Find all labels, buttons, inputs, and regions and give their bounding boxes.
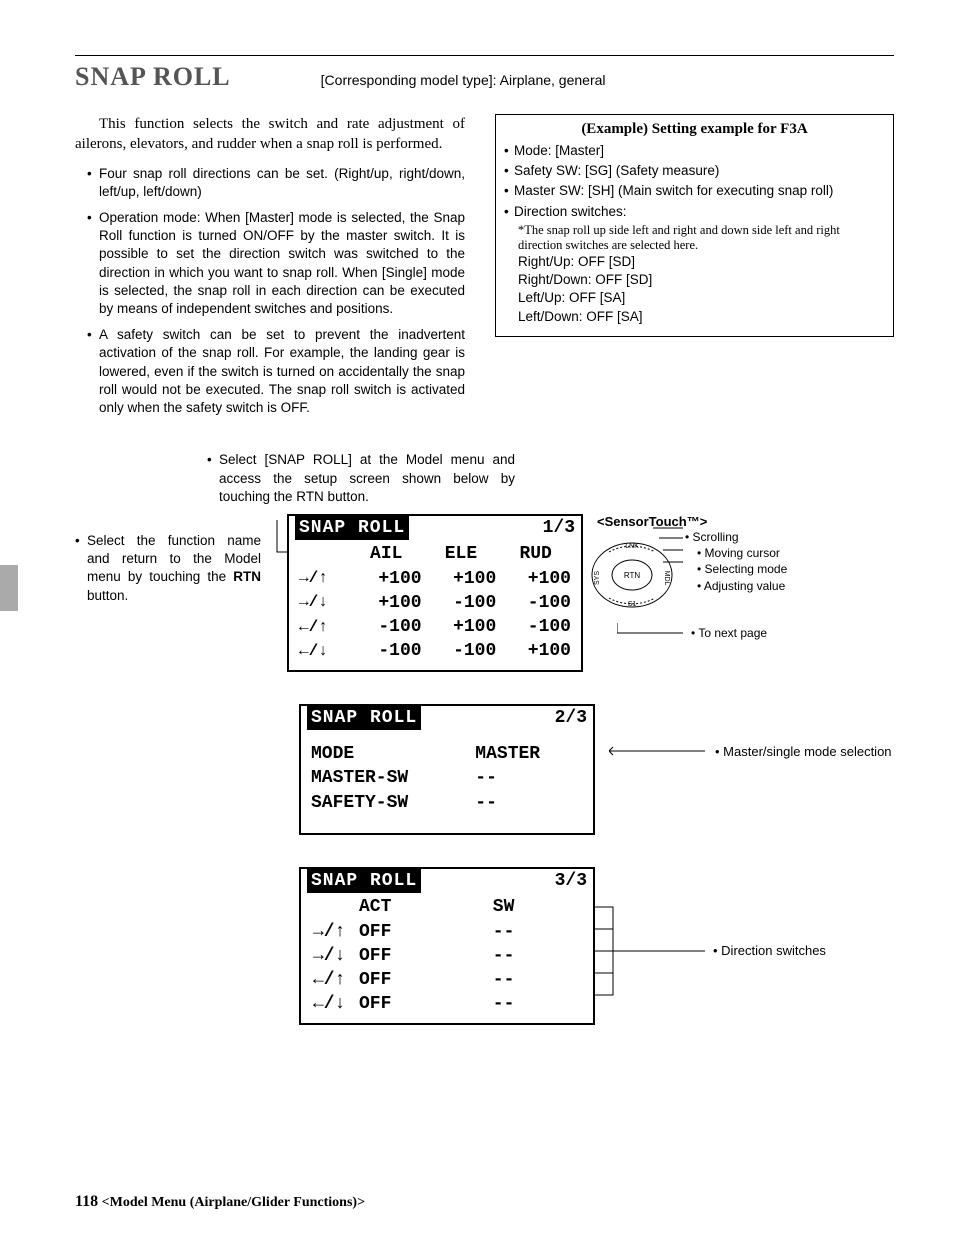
bracket-connector [595, 899, 715, 1019]
example-sub: Left/Down: OFF [SA] [504, 308, 885, 326]
svg-text:RTN: RTN [624, 571, 641, 580]
footer-section: <Model Menu (Airplane/Glider Functions)> [102, 1195, 365, 1210]
lcd3-table: ACTSW →/↑OFF-- →/↓OFF-- ←/↑OFF-- ←/↓OFF-… [309, 895, 585, 1016]
screen3-annot: • Direction switches [713, 943, 826, 958]
example-sub: Right/Down: OFF [SD] [504, 271, 885, 289]
main-bullet: A safety switch can be set to prevent th… [87, 326, 465, 417]
example-item: Master SW: [SH] (Main switch for executi… [504, 182, 885, 200]
lcd1-table: AIL ELE RUD →/↑+100+100+100 →/↓+100-100-… [297, 542, 573, 663]
screen2-annot: • Master/single mode selection [715, 744, 892, 759]
example-note: *The snap roll up side left and right an… [504, 223, 885, 253]
next-page-connector [617, 623, 687, 637]
main-bullet: Four snap roll directions can be set. (R… [87, 165, 465, 201]
lcd2-table: MODEMASTER MASTER-SW-- SAFETY-SW-- [309, 742, 585, 815]
main-bullet-list: Four snap roll directions can be set. (R… [75, 165, 465, 418]
example-item: Safety SW: [SG] (Safety measure) [504, 162, 885, 180]
example-title: (Example) Setting example for F3A [504, 121, 885, 138]
intro-paragraph: This function selects the switch and rat… [75, 114, 465, 155]
example-item: Direction switches: [504, 203, 885, 221]
mid-instruction-text: Select [SNAP ROLL] at the Model menu and… [207, 451, 515, 506]
svg-text:S1: S1 [628, 601, 637, 608]
lcd2-page: 2/3 [555, 706, 587, 730]
sensor-next: • To next page [691, 626, 767, 640]
annot-connector [609, 746, 709, 756]
lcd-screen-1: SNAP ROLL 1/3 AIL ELE RUD →/↑+100+100+10… [287, 514, 583, 672]
lcd1-col: ELE [424, 542, 499, 566]
mid-instruction: Select [SNAP ROLL] at the Model menu and… [195, 451, 515, 506]
page-footer: 118 <Model Menu (Airplane/Glider Functio… [75, 1193, 365, 1211]
lcd1-col: AIL [349, 542, 424, 566]
svg-text:LNK: LNK [625, 543, 639, 550]
example-box: (Example) Setting example for F3A Mode: … [495, 114, 894, 337]
lcd-screen-3: SNAP ROLL 3/3 ACTSW →/↑OFF-- →/↓OFF-- ←/… [299, 867, 595, 1025]
lcd1-title: SNAP ROLL [295, 516, 409, 540]
lcd3-page: 3/3 [555, 869, 587, 893]
example-sub: Right/Up: OFF [SD] [504, 253, 885, 271]
page-number: 118 [75, 1193, 98, 1210]
top-rule [75, 55, 894, 56]
svg-text:SYS: SYS [594, 571, 601, 585]
lcd-screen-2: SNAP ROLL 2/3 MODEMASTER MASTER-SW-- SAF… [299, 704, 595, 835]
main-bullet: Operation mode: When [Master] mode is se… [87, 209, 465, 318]
lcd1-col: RUD [498, 542, 573, 566]
left-note-post: button. [87, 588, 128, 603]
page-title: SNAP ROLL [75, 62, 231, 92]
page-side-tab [0, 565, 18, 611]
example-sub: Left/Up: OFF [SA] [504, 289, 885, 307]
left-note-bold: RTN [233, 569, 261, 584]
lcd2-title: SNAP ROLL [307, 706, 421, 730]
sensor-connectors [653, 520, 763, 590]
left-note: Select the function name and return to t… [75, 532, 261, 605]
lcd1-page: 1/3 [543, 516, 575, 540]
example-item: Mode: [Master] [504, 142, 885, 160]
page-subtitle: [Corresponding model type]: Airplane, ge… [321, 72, 606, 88]
lcd3-title: SNAP ROLL [307, 869, 421, 893]
